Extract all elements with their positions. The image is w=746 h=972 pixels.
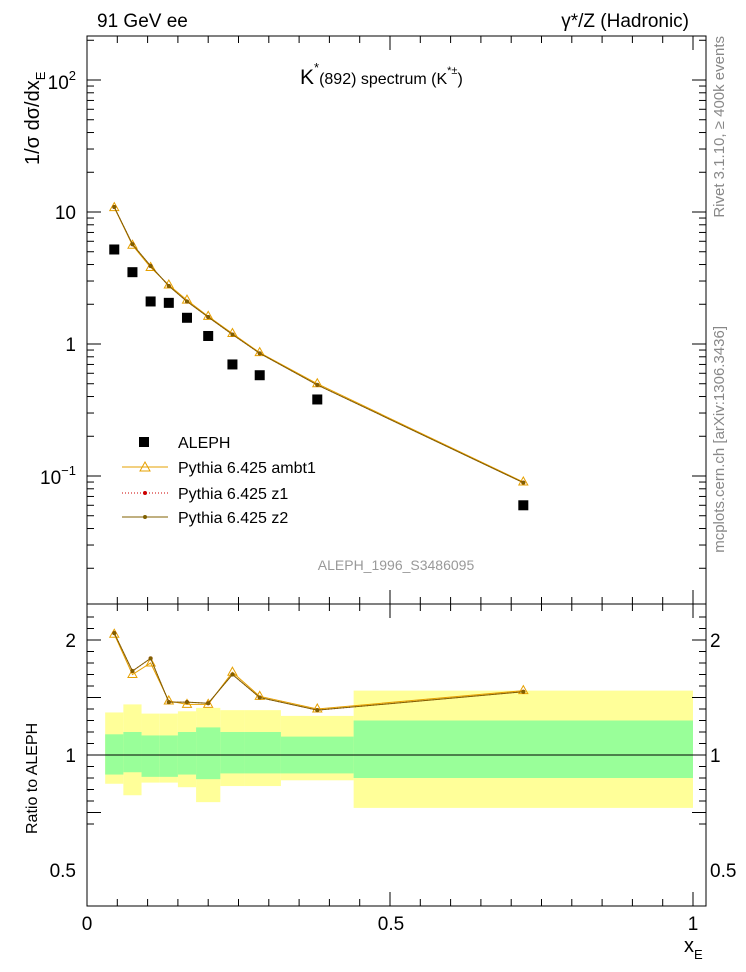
legend: ALEPH Pythia 6.425 ambt1 Pythia 6.425 z1… bbox=[122, 435, 316, 527]
legend-marker-z2 bbox=[143, 515, 147, 519]
ratio-band-inner bbox=[123, 732, 142, 773]
ratio-tick-label-1: 1 bbox=[65, 746, 76, 767]
ratio-band-inner bbox=[105, 734, 124, 775]
chart-title: K*(892) spectrum (K*±) bbox=[300, 60, 463, 89]
ratio-series-marker bbox=[148, 656, 153, 661]
ratio-series-marker bbox=[206, 701, 211, 706]
series-marker bbox=[257, 351, 262, 356]
title-mid: (892) spectrum (K bbox=[319, 71, 447, 88]
ratio-series-marker bbox=[230, 672, 235, 677]
rivet-label: Rivet 3.1.10, ≥ 400k events bbox=[711, 36, 728, 218]
y-tick-label-0.1: 10−1 bbox=[40, 463, 76, 489]
main-ticks bbox=[86, 36, 706, 604]
ratio-tick-label-right-1: 1 bbox=[710, 746, 721, 767]
x-axis-label: xE bbox=[684, 935, 703, 962]
header-left: 91 GeV ee bbox=[97, 11, 188, 32]
series-marker bbox=[108, 201, 120, 212]
ratio-series-marker bbox=[130, 669, 135, 674]
mcplots-label: mcplots.cern.ch [arXiv:1306.3436] bbox=[711, 326, 728, 553]
legend-label-ambt1: Pythia 6.425 ambt1 bbox=[178, 460, 316, 477]
x-tick-label-0: 0 bbox=[82, 914, 93, 935]
legend-marker-z1 bbox=[143, 491, 147, 495]
ratio-series-marker bbox=[521, 689, 526, 694]
series-marker bbox=[521, 480, 526, 485]
ratio-ticks bbox=[86, 604, 706, 906]
legend-label-aleph: ALEPH bbox=[178, 435, 230, 452]
series-line bbox=[113, 206, 524, 484]
ratio-band-inner bbox=[177, 732, 197, 775]
ratio-tick-label-right-2: 2 bbox=[710, 631, 721, 652]
ratio-tick-label-0.5: 0.5 bbox=[50, 861, 76, 882]
ratio-tick-label-2: 2 bbox=[65, 631, 76, 652]
ratio-band-inner bbox=[244, 732, 281, 774]
ratio-tick-label-right-0.5: 0.5 bbox=[710, 861, 736, 882]
x-tick-label-0.5: 0.5 bbox=[378, 914, 404, 935]
ratio-band-inner bbox=[353, 720, 693, 778]
data-point-aleph bbox=[109, 244, 120, 255]
data-point-aleph bbox=[127, 267, 138, 278]
series-marker bbox=[127, 239, 138, 249]
data-point-aleph bbox=[518, 500, 529, 511]
ratio-series-marker bbox=[166, 700, 171, 705]
series-marker bbox=[112, 205, 117, 210]
y-axis-label-sub: E bbox=[33, 71, 48, 80]
series-marker bbox=[145, 261, 156, 271]
series-marker bbox=[148, 263, 153, 268]
ratio-plot-panel: Ratio to ALEPH 2 1 0.5 2 1 0.5 0 0.5 1 x… bbox=[24, 603, 736, 962]
series-marker bbox=[184, 299, 189, 304]
data-point-aleph bbox=[145, 296, 156, 307]
y-tick-label-1: 1 bbox=[65, 335, 76, 356]
main-plot-panel: K*(892) spectrum (K*±) ALEPH_1996_S34860… bbox=[22, 35, 707, 605]
ratio-series-marker bbox=[181, 698, 193, 708]
main-content bbox=[108, 201, 529, 511]
data-point-aleph bbox=[254, 370, 265, 381]
ratio-series-marker bbox=[112, 631, 117, 636]
ratio-band-inner bbox=[220, 732, 245, 774]
ratio-band-inner bbox=[159, 735, 178, 777]
ratio-series-marker bbox=[108, 628, 120, 638]
title-sup1: * bbox=[314, 60, 319, 75]
y-axis-label-main: 1/σ dσ/dx bbox=[22, 80, 44, 165]
ratio-series-marker bbox=[127, 668, 138, 678]
series-marker bbox=[166, 284, 171, 289]
series-marker bbox=[315, 382, 320, 387]
title-main: K bbox=[300, 66, 314, 89]
title-sup2: *± bbox=[447, 65, 457, 77]
data-point-aleph bbox=[227, 359, 238, 370]
ratio-series-marker bbox=[315, 708, 320, 713]
ratio-band-inner bbox=[141, 735, 160, 777]
ratio-y-axis-label: Ratio to ALEPH bbox=[24, 723, 41, 834]
data-point-aleph bbox=[181, 312, 192, 323]
legend-label-z1: Pythia 6.425 z1 bbox=[178, 486, 288, 503]
legend-marker-ambt1 bbox=[139, 460, 151, 472]
series-marker bbox=[230, 332, 235, 337]
series-marker bbox=[206, 315, 211, 320]
ratio-series-marker bbox=[145, 656, 156, 667]
ratio-bands bbox=[105, 690, 693, 808]
y-axis-label: 1/σ dσ/dxE bbox=[22, 71, 48, 165]
series-marker bbox=[130, 242, 135, 247]
series-line bbox=[113, 206, 524, 484]
series-line bbox=[113, 207, 524, 483]
y-tick-label-10: 10 bbox=[55, 203, 76, 224]
data-point-aleph bbox=[203, 330, 214, 341]
ratio-series-line bbox=[113, 632, 524, 711]
ratio-band-inner bbox=[196, 727, 221, 780]
data-point-aleph bbox=[312, 394, 323, 405]
ratio-series-marker bbox=[184, 700, 189, 705]
ratio-series-line bbox=[113, 634, 524, 710]
x-tick-label-1: 1 bbox=[688, 914, 699, 935]
legend-label-z2: Pythia 6.425 z2 bbox=[178, 510, 288, 527]
y-tick-label-100: 102 bbox=[48, 68, 76, 94]
ratio-series-marker bbox=[257, 695, 262, 700]
legend-marker-aleph bbox=[139, 437, 149, 447]
title-end: ) bbox=[457, 71, 462, 88]
data-point-aleph bbox=[163, 297, 174, 308]
series-marker bbox=[517, 476, 529, 486]
svg-text:1/σ dσ/dxE: 1/σ dσ/dxE bbox=[22, 71, 48, 165]
header-right: γ*/Z (Hadronic) bbox=[561, 11, 689, 32]
analysis-watermark: ALEPH_1996_S3486095 bbox=[318, 557, 475, 573]
ratio-content bbox=[87, 628, 706, 756]
